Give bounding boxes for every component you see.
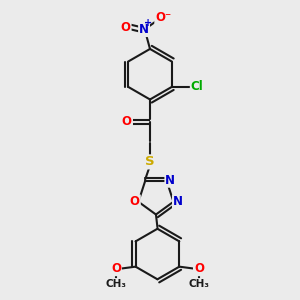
- Text: Cl: Cl: [191, 80, 203, 93]
- Text: N: N: [139, 23, 149, 36]
- Text: N: N: [173, 195, 183, 208]
- Text: O: O: [121, 21, 130, 34]
- Text: CH₃: CH₃: [105, 279, 126, 289]
- Text: +: +: [144, 18, 152, 28]
- Text: O: O: [122, 115, 132, 128]
- Text: O: O: [194, 262, 204, 275]
- Text: N: N: [165, 174, 175, 187]
- Text: O: O: [130, 195, 140, 208]
- Text: O⁻: O⁻: [155, 11, 172, 24]
- Text: S: S: [145, 155, 155, 168]
- Text: O: O: [111, 262, 121, 275]
- Text: CH₃: CH₃: [188, 279, 209, 289]
